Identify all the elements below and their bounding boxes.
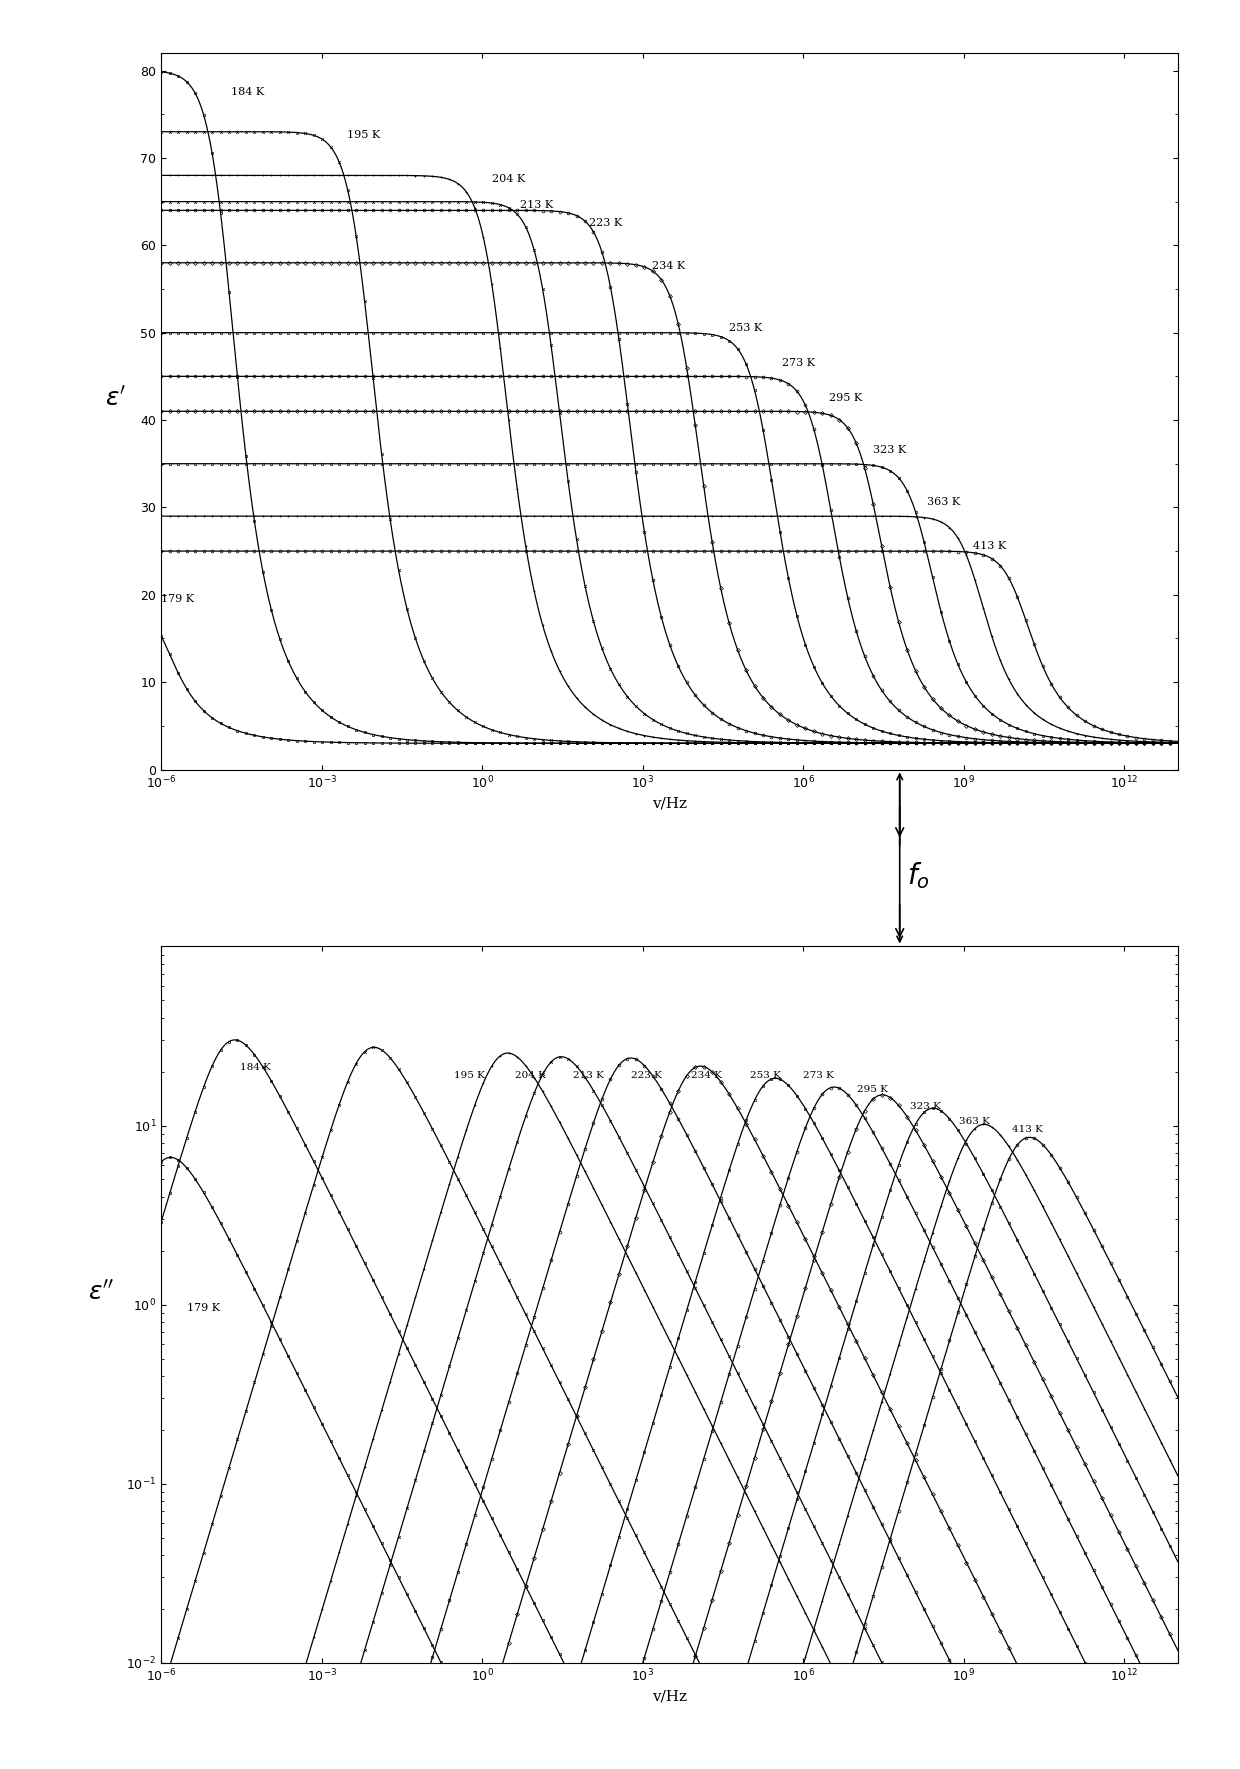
Text: 253 K: 253 K xyxy=(750,1070,781,1079)
Text: 213 K: 213 K xyxy=(520,200,553,211)
Text: 295 K: 295 K xyxy=(857,1084,888,1093)
Text: 273 K: 273 K xyxy=(804,1070,835,1079)
Text: 253 K: 253 K xyxy=(729,322,761,333)
Text: 273 K: 273 K xyxy=(782,357,815,368)
Text: 223 K: 223 K xyxy=(589,218,622,228)
Text: 204 K: 204 K xyxy=(492,173,525,184)
Text: 213 K: 213 K xyxy=(573,1070,604,1079)
Text: 363 K: 363 K xyxy=(959,1116,990,1125)
Text: 323 K: 323 K xyxy=(910,1102,941,1111)
Text: 323 K: 323 K xyxy=(873,446,906,455)
Y-axis label: $\varepsilon'$: $\varepsilon'$ xyxy=(104,387,126,412)
Text: 413 K: 413 K xyxy=(973,541,1007,552)
Text: 184 K: 184 K xyxy=(231,87,264,97)
Text: 223 K: 223 K xyxy=(631,1070,662,1079)
Text: 195 K: 195 K xyxy=(454,1070,485,1079)
Text: 184 K: 184 K xyxy=(241,1063,272,1072)
Text: 234 K: 234 K xyxy=(652,262,686,271)
Text: 234 K: 234 K xyxy=(691,1070,722,1079)
X-axis label: v/Hz: v/Hz xyxy=(652,796,687,810)
Text: 295 K: 295 K xyxy=(828,393,862,403)
X-axis label: v/Hz: v/Hz xyxy=(652,1689,687,1704)
Text: 363 K: 363 K xyxy=(926,497,960,508)
Text: 179 K: 179 K xyxy=(187,1302,219,1313)
Y-axis label: $\varepsilon''$: $\varepsilon''$ xyxy=(88,1281,114,1306)
Text: 204 K: 204 K xyxy=(515,1070,546,1079)
Text: 179 K: 179 K xyxy=(161,594,195,603)
Text: 413 K: 413 K xyxy=(1012,1125,1043,1134)
Text: 195 K: 195 K xyxy=(347,131,381,140)
Text: $f_o$: $f_o$ xyxy=(906,860,930,892)
